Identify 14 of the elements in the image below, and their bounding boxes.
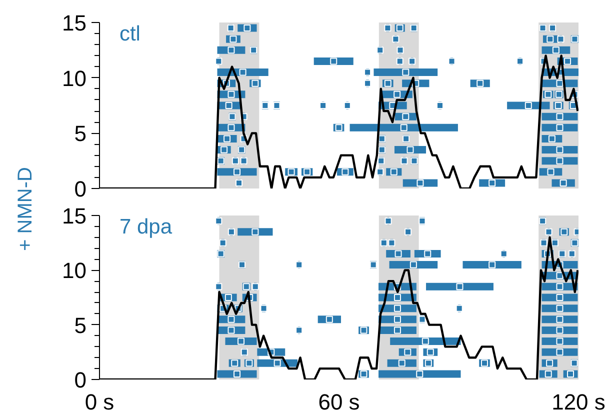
y-tick-label: 15 (62, 10, 87, 36)
y-axis-title: + NMN-D (14, 167, 36, 251)
y-tick-label: 5 (74, 312, 87, 338)
y-tick-label: 10 (62, 66, 87, 91)
y-tick-label: 0 (74, 176, 87, 202)
x-tick-label: 60 s (318, 390, 360, 414)
x-tick-label: 0 s (84, 390, 114, 414)
y-tick-label: 15 (62, 204, 87, 228)
x-tick-label: 120 s (552, 390, 606, 414)
chart-title: ctl (119, 22, 140, 46)
y-tick-label: 0 (74, 368, 87, 392)
chart-title: 7 dpa (119, 216, 172, 238)
y-tick-label: 5 (74, 121, 87, 146)
y-tick-label: 10 (62, 258, 87, 284)
